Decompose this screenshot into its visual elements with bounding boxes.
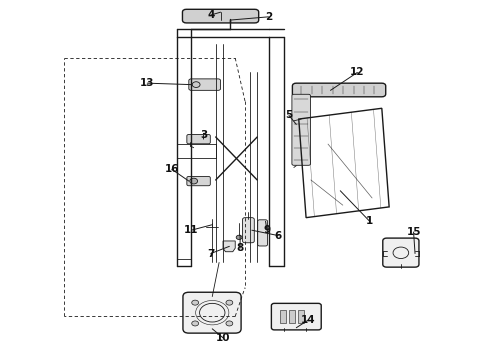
Circle shape <box>226 321 233 326</box>
Circle shape <box>192 321 198 326</box>
Circle shape <box>192 300 198 305</box>
Text: 16: 16 <box>165 164 179 174</box>
Text: 3: 3 <box>200 130 207 140</box>
FancyBboxPatch shape <box>258 220 268 246</box>
FancyBboxPatch shape <box>293 83 386 97</box>
Text: 6: 6 <box>274 231 282 240</box>
Text: 9: 9 <box>264 225 270 235</box>
Text: 1: 1 <box>366 216 373 226</box>
FancyBboxPatch shape <box>383 238 419 267</box>
Text: 4: 4 <box>207 10 215 20</box>
FancyBboxPatch shape <box>271 303 321 330</box>
Text: 12: 12 <box>350 67 365 77</box>
FancyBboxPatch shape <box>187 176 210 186</box>
Text: 15: 15 <box>406 227 421 237</box>
FancyBboxPatch shape <box>187 134 210 144</box>
Text: 8: 8 <box>237 243 244 253</box>
FancyBboxPatch shape <box>182 9 259 23</box>
Text: 5: 5 <box>285 111 293 121</box>
Text: 10: 10 <box>216 333 230 343</box>
Circle shape <box>236 235 242 239</box>
Bar <box>289 310 295 323</box>
Polygon shape <box>223 241 235 252</box>
Bar <box>280 310 286 323</box>
Circle shape <box>190 178 197 184</box>
FancyBboxPatch shape <box>183 292 241 333</box>
Circle shape <box>226 300 233 305</box>
Text: 7: 7 <box>207 248 215 258</box>
Bar <box>298 310 304 323</box>
FancyBboxPatch shape <box>243 218 254 243</box>
Text: 2: 2 <box>265 12 272 22</box>
FancyBboxPatch shape <box>292 94 311 165</box>
Text: 11: 11 <box>184 225 198 235</box>
Circle shape <box>192 82 200 87</box>
Text: 13: 13 <box>140 78 154 88</box>
Text: 14: 14 <box>301 315 316 325</box>
FancyBboxPatch shape <box>189 79 220 90</box>
